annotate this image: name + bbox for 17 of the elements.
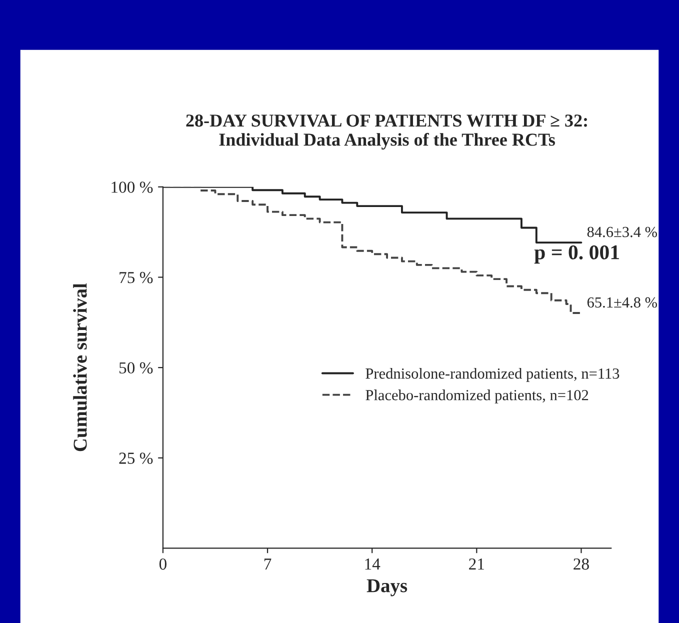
x-tick-label: 14 bbox=[365, 558, 380, 570]
legend-label: Placebo-randomized patients, n=102 bbox=[366, 390, 588, 404]
x-tick-label: 0 bbox=[159, 558, 166, 570]
y-tick-label: 100 % bbox=[112, 182, 153, 193]
x-tick-label: 7 bbox=[264, 558, 272, 570]
chart-title: 28-DAY SURVIVAL OF PATIENTS WITH DF ≥ 32: Individual Data Analysis of the Three RCTs bbox=[186, 114, 587, 150]
y-tick-label: 25 % bbox=[119, 452, 153, 464]
x-tick-label: 21 bbox=[469, 558, 484, 570]
y-axis-title: Cumulative survival bbox=[73, 283, 87, 452]
y-tick-label: 50 % bbox=[119, 362, 153, 374]
legend-label: Prednisolone-randomized patients, n=113 bbox=[366, 368, 620, 382]
annotation: p = 0. 001 bbox=[534, 245, 619, 264]
y-tick-label: 75 % bbox=[120, 272, 153, 284]
annotation: 84.6±3.4 % bbox=[587, 226, 658, 238]
x-tick-label: 28 bbox=[574, 558, 589, 570]
annotation: 65.1±4.8 % bbox=[587, 297, 658, 308]
x-axis-title: Days bbox=[366, 579, 408, 596]
